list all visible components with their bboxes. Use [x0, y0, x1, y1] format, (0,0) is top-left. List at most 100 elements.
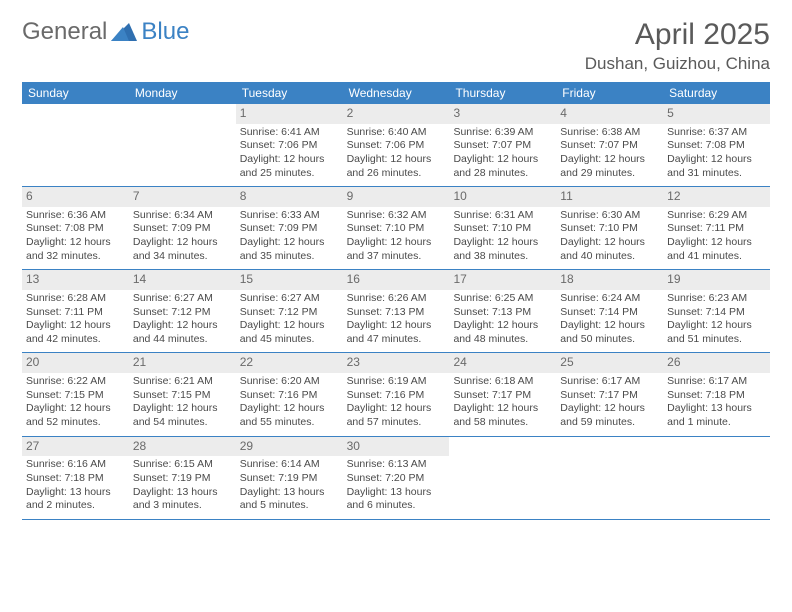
day-cell: 24 Sunrise: 6:18 AMSunset: 7:17 PMDayligh…: [449, 353, 556, 435]
logo-text-a: General: [22, 18, 107, 46]
day-number: 22: [236, 353, 343, 373]
day-cell: 10Sunrise: 6:31 AMSunset: 7:10 PMDayligh…: [449, 187, 556, 269]
daylight-text: Daylight: 13 hours and 3 minutes.: [133, 486, 232, 513]
sunset-text: Sunset: 7:18 PM: [667, 389, 766, 403]
daylight-text: Daylight: 12 hours and 45 minutes.: [240, 319, 339, 346]
day-cell: [449, 437, 556, 519]
day-cell: 2Sunrise: 6:40 AMSunset: 7:06 PMDaylight…: [343, 104, 450, 186]
sunrise-text: Sunrise: 6:29 AM: [667, 209, 766, 223]
sunset-text: Sunset: 7:12 PM: [133, 306, 232, 320]
sunrise-text: Sunrise: 6:16 AM: [26, 458, 125, 472]
daylight-text: Daylight: 12 hours and 52 minutes.: [26, 402, 125, 429]
week-row: 1Sunrise: 6:41 AMSunset: 7:06 PMDaylight…: [22, 104, 770, 187]
sunset-text: Sunset: 7:11 PM: [667, 222, 766, 236]
weekday-header: Wednesday: [343, 82, 450, 104]
sunset-text: Sunset: 7:07 PM: [453, 139, 552, 153]
day-cell: 8Sunrise: 6:33 AMSunset: 7:09 PMDaylight…: [236, 187, 343, 269]
daylight-text: Daylight: 12 hours and 37 minutes.: [347, 236, 446, 263]
sunset-text: Sunset: 7:09 PM: [133, 222, 232, 236]
day-cell: 20Sunrise: 6:22 AMSunset: 7:15 PMDayligh…: [22, 353, 129, 435]
day-cell: 6Sunrise: 6:36 AMSunset: 7:08 PMDaylight…: [22, 187, 129, 269]
sunset-text: Sunset: 7:10 PM: [453, 222, 552, 236]
weekday-header: Tuesday: [236, 82, 343, 104]
daylight-text: Daylight: 12 hours and 50 minutes.: [560, 319, 659, 346]
daylight-text: Daylight: 12 hours and 28 minutes.: [453, 153, 552, 180]
day-cell: [129, 104, 236, 186]
day-number: 10: [449, 187, 556, 207]
day-number: 11: [556, 187, 663, 207]
daylight-text: Daylight: 12 hours and 59 minutes.: [560, 402, 659, 429]
day-number: 25: [556, 353, 663, 373]
day-number: 4: [556, 104, 663, 124]
sunrise-text: Sunrise: 6:25 AM: [453, 292, 552, 306]
sunrise-text: Sunrise: 6:31 AM: [453, 209, 552, 223]
sunset-text: Sunset: 7:17 PM: [453, 389, 552, 403]
day-number: 12: [663, 187, 770, 207]
day-number: 13: [22, 270, 129, 290]
day-cell: 7Sunrise: 6:34 AMSunset: 7:09 PMDaylight…: [129, 187, 236, 269]
day-cell: 5Sunrise: 6:37 AMSunset: 7:08 PMDaylight…: [663, 104, 770, 186]
daylight-text: Daylight: 12 hours and 48 minutes.: [453, 319, 552, 346]
sunrise-text: Sunrise: 6:18 AM: [453, 375, 552, 389]
day-number: 20: [22, 353, 129, 373]
day-cell: 15Sunrise: 6:27 AMSunset: 7:12 PMDayligh…: [236, 270, 343, 352]
sunrise-text: Sunrise: 6:14 AM: [240, 458, 339, 472]
calendar-grid: SundayMondayTuesdayWednesdayThursdayFrid…: [22, 82, 770, 520]
daylight-text: Daylight: 13 hours and 5 minutes.: [240, 486, 339, 513]
day-cell: 19Sunrise: 6:23 AMSunset: 7:14 PMDayligh…: [663, 270, 770, 352]
month-title: April 2025: [585, 18, 770, 52]
day-number: 16: [343, 270, 450, 290]
day-cell: 28Sunrise: 6:15 AMSunset: 7:19 PMDayligh…: [129, 437, 236, 519]
day-number: 3: [449, 104, 556, 124]
sunset-text: Sunset: 7:20 PM: [347, 472, 446, 486]
logo-triangle-icon: [111, 21, 137, 44]
weekday-header: Saturday: [663, 82, 770, 104]
sunrise-text: Sunrise: 6:34 AM: [133, 209, 232, 223]
logo-text-b: Blue: [141, 18, 189, 46]
weekday-header-row: SundayMondayTuesdayWednesdayThursdayFrid…: [22, 82, 770, 104]
daylight-text: Daylight: 12 hours and 57 minutes.: [347, 402, 446, 429]
day-cell: [556, 437, 663, 519]
sunset-text: Sunset: 7:09 PM: [240, 222, 339, 236]
day-number: 14: [129, 270, 236, 290]
daylight-text: Daylight: 12 hours and 31 minutes.: [667, 153, 766, 180]
sunset-text: Sunset: 7:16 PM: [347, 389, 446, 403]
sunset-text: Sunset: 7:14 PM: [667, 306, 766, 320]
sunrise-text: Sunrise: 6:28 AM: [26, 292, 125, 306]
day-cell: 13Sunrise: 6:28 AMSunset: 7:11 PMDayligh…: [22, 270, 129, 352]
weekday-header: Friday: [556, 82, 663, 104]
day-cell: 27Sunrise: 6:16 AMSunset: 7:18 PMDayligh…: [22, 437, 129, 519]
daylight-text: Daylight: 12 hours and 41 minutes.: [667, 236, 766, 263]
day-cell: 3 Sunrise: 6:39 AMSunset: 7:07 PMDaylight…: [449, 104, 556, 186]
day-cell: 18Sunrise: 6:24 AMSunset: 7:14 PMDayligh…: [556, 270, 663, 352]
location-text: Dushan, Guizhou, China: [585, 54, 770, 74]
day-cell: 17Sunrise: 6:25 AMSunset: 7:13 PMDayligh…: [449, 270, 556, 352]
sunrise-text: Sunrise: 6:40 AM: [347, 126, 446, 140]
sunrise-text: Sunrise: 6:26 AM: [347, 292, 446, 306]
daylight-text: Daylight: 12 hours and 42 minutes.: [26, 319, 125, 346]
daylight-text: Daylight: 12 hours and 35 minutes.: [240, 236, 339, 263]
daylight-text: Daylight: 12 hours and 54 minutes.: [133, 402, 232, 429]
day-cell: 16Sunrise: 6:26 AMSunset: 7:13 PMDayligh…: [343, 270, 450, 352]
daylight-text: Daylight: 12 hours and 58 minutes.: [453, 402, 552, 429]
sunrise-text: Sunrise: 6:23 AM: [667, 292, 766, 306]
day-cell: 25Sunrise: 6:17 AMSunset: 7:17 PMDayligh…: [556, 353, 663, 435]
day-number: 7: [129, 187, 236, 207]
day-cell: 9Sunrise: 6:32 AMSunset: 7:10 PMDaylight…: [343, 187, 450, 269]
sunset-text: Sunset: 7:08 PM: [667, 139, 766, 153]
sunset-text: Sunset: 7:13 PM: [347, 306, 446, 320]
sunset-text: Sunset: 7:08 PM: [26, 222, 125, 236]
weekday-header: Sunday: [22, 82, 129, 104]
daylight-text: Daylight: 12 hours and 29 minutes.: [560, 153, 659, 180]
day-number: 8: [236, 187, 343, 207]
sunrise-text: Sunrise: 6:39 AM: [453, 126, 552, 140]
day-cell: 12 Sunrise: 6:29 AMSunset: 7:11 PMDayligh…: [663, 187, 770, 269]
day-number: 24: [449, 353, 556, 373]
day-cell: 21Sunrise: 6:21 AMSunset: 7:15 PMDayligh…: [129, 353, 236, 435]
day-cell: 23Sunrise: 6:19 AMSunset: 7:16 PMDayligh…: [343, 353, 450, 435]
weekday-header: Thursday: [449, 82, 556, 104]
week-row: 13Sunrise: 6:28 AMSunset: 7:11 PMDayligh…: [22, 270, 770, 353]
sunrise-text: Sunrise: 6:37 AM: [667, 126, 766, 140]
day-cell: 30Sunrise: 6:13 AMSunset: 7:20 PMDayligh…: [343, 437, 450, 519]
weekday-header: Monday: [129, 82, 236, 104]
